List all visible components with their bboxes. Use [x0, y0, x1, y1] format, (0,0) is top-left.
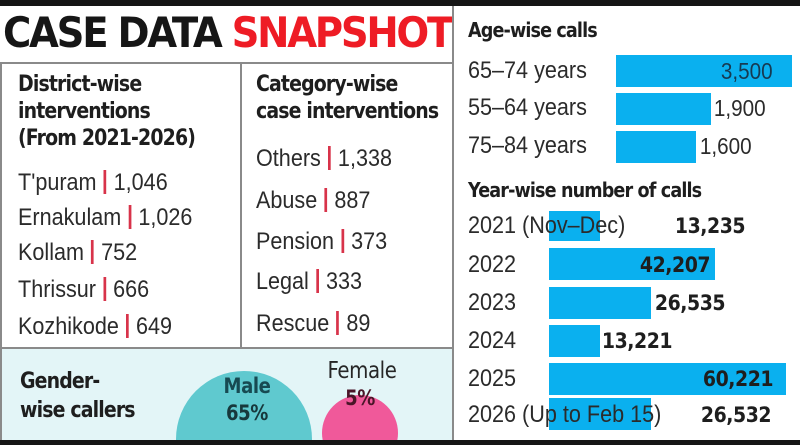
- district-name: Ernakulam: [18, 204, 122, 231]
- category-name: Abuse: [256, 187, 318, 214]
- year-row-label: 2022: [468, 251, 517, 278]
- separator: [316, 269, 319, 293]
- age-heading: Age-wise calls: [468, 18, 598, 42]
- district-item: Kozhikode 649: [18, 312, 172, 342]
- year-row-label: 2026 (Up to Feb 15): [468, 401, 662, 428]
- gender-heading: Gender- wise callers: [20, 367, 136, 425]
- age-row-label: 55–64 years: [468, 94, 587, 121]
- separator: [128, 205, 132, 229]
- year-bar: [549, 363, 786, 395]
- separator: [103, 170, 107, 194]
- separator: [103, 277, 106, 301]
- category-name: Rescue: [256, 310, 330, 337]
- category-name: Pension: [256, 228, 335, 255]
- year-bar-value: 42,207: [639, 253, 711, 277]
- category-name: Legal: [256, 268, 309, 295]
- district-item: T'puram 1,046: [18, 168, 168, 198]
- left-border: [0, 62, 2, 440]
- district-name: Kozhikode: [18, 313, 119, 340]
- category-item: Legal 333: [256, 267, 362, 297]
- female-percent: 5%: [345, 386, 375, 410]
- page-title: CASE DATA SNAPSHOT: [3, 6, 454, 60]
- year-row-label: 2024: [468, 327, 517, 354]
- district-item: Kollam 752: [18, 238, 137, 268]
- top-border: [0, 0, 800, 6]
- year-row-label: 2023: [468, 289, 517, 316]
- year-row-label: 2021 (Nov–Dec): [468, 212, 626, 239]
- panel-divider: [240, 62, 242, 349]
- year-heading: Year-wise number of calls: [468, 178, 702, 202]
- separator: [91, 240, 94, 264]
- district-item: Ernakulam 1,026: [18, 203, 192, 233]
- category-item: Others 1,338: [256, 144, 392, 174]
- bottom-border: [0, 440, 800, 445]
- year-bar-value: 60,221: [702, 367, 774, 391]
- year-row-label: 2025: [468, 365, 517, 392]
- age-row-label: 65–74 years: [468, 57, 587, 84]
- age-bar-value: 1,600: [699, 133, 752, 159]
- separator: [328, 146, 331, 170]
- year-bar-value: 13,235: [674, 214, 746, 238]
- male-label: Male: [223, 374, 271, 398]
- separator: [336, 311, 340, 335]
- district-value: 752: [101, 239, 138, 266]
- age-bar: [616, 93, 711, 125]
- main-divider: [452, 6, 454, 440]
- title-part-red: SNAPSHOT: [231, 8, 454, 57]
- district-value: 649: [135, 313, 173, 340]
- year-bar-value: 26,535: [654, 291, 726, 315]
- age-bar-value: 3,500: [720, 58, 773, 84]
- age-bar-value: 1,900: [713, 95, 766, 121]
- gender-divider: [0, 347, 452, 349]
- male-percent: 65%: [226, 401, 268, 425]
- separator: [126, 314, 129, 338]
- age-bar: [616, 55, 792, 87]
- category-value: 333: [325, 268, 363, 295]
- category-value: 887: [334, 187, 371, 214]
- category-value: 89: [346, 310, 371, 337]
- district-name: Thrissur: [18, 276, 97, 303]
- separator: [341, 229, 344, 253]
- district-heading-line1: District-wise: [18, 72, 142, 97]
- year-bar: [549, 325, 600, 357]
- district-value: 1,046: [113, 169, 168, 196]
- separator: [324, 188, 328, 212]
- district-heading-line3: (From 2021-2026): [18, 126, 196, 151]
- category-heading-line2: case interventions: [256, 99, 439, 124]
- gender-heading-line1: Gender-: [20, 369, 100, 394]
- category-name: Others: [256, 145, 321, 172]
- district-value: 666: [113, 276, 150, 303]
- category-value: 1,338: [337, 145, 392, 172]
- title-part-black: CASE DATA: [3, 8, 223, 57]
- gender-heading-line2: wise callers: [20, 398, 136, 423]
- gender-panel: Gender- wise callers Male 65% Female 5%: [2, 349, 452, 440]
- category-item: Rescue 89: [256, 309, 370, 339]
- district-value: 1,026: [138, 204, 193, 231]
- year-bar: [549, 211, 600, 241]
- year-bar: [549, 287, 651, 319]
- year-bar: [549, 248, 715, 280]
- year-bar: [549, 398, 651, 430]
- district-heading-line2: interventions: [18, 99, 151, 124]
- category-item: Pension 373: [256, 227, 387, 257]
- title-underline: [0, 62, 452, 64]
- district-name: Kollam: [18, 239, 85, 266]
- category-item: Abuse 887: [256, 186, 370, 216]
- female-label: Female: [327, 358, 397, 384]
- district-item: Thrissur 666: [18, 275, 149, 305]
- age-row-label: 75–84 years: [468, 132, 587, 159]
- age-bar: [616, 131, 696, 163]
- year-bar-value: 26,532: [700, 403, 772, 427]
- district-name: T'puram: [18, 169, 97, 196]
- year-bar-value: 13,221: [601, 329, 673, 353]
- category-value: 373: [351, 228, 388, 255]
- category-heading-line1: Category-wise: [256, 72, 398, 97]
